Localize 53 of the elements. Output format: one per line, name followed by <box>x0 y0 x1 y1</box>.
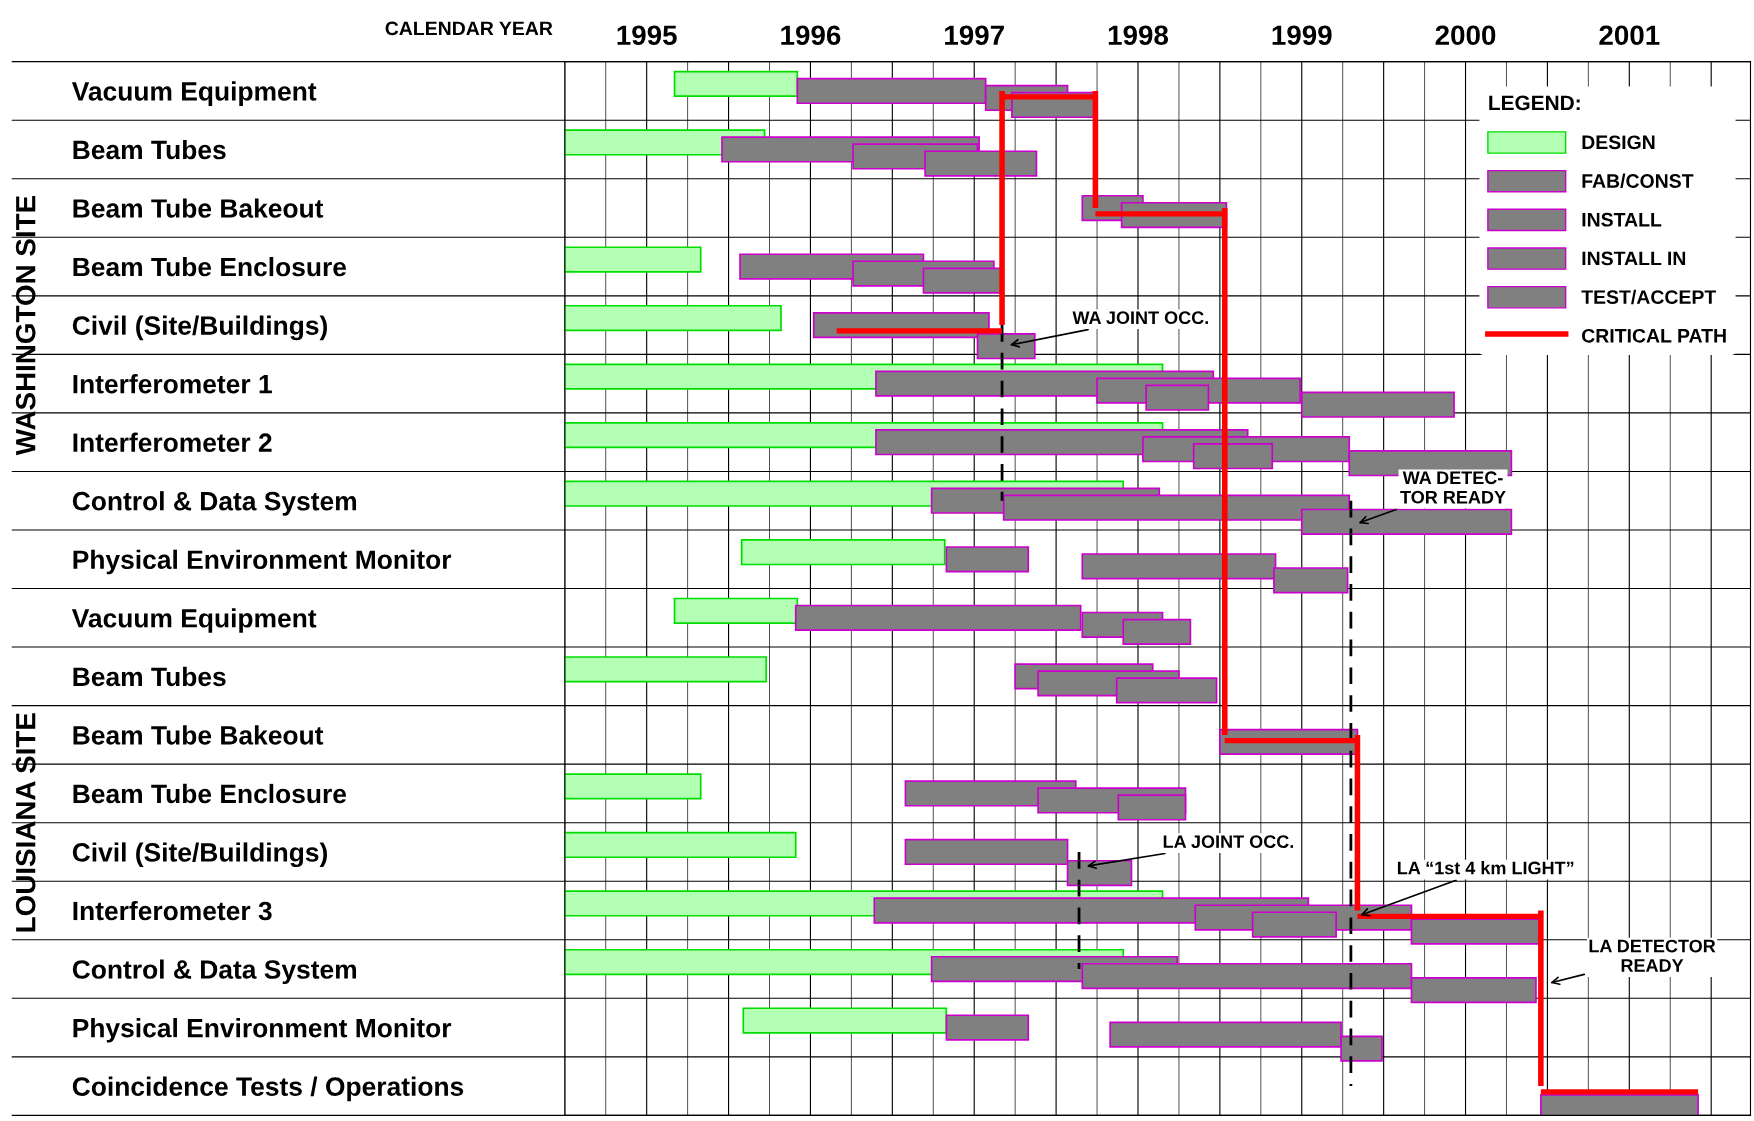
y-tick-label: Control & Data System <box>72 959 357 985</box>
y-tick-label: Coincidence Tests / Operations <box>72 1076 464 1102</box>
legend-label: CRITICAL PATH <box>1582 328 1726 343</box>
x-tick-label: 2001 <box>1599 25 1660 46</box>
legend-label: TEST/ACCEPT <box>1581 289 1717 305</box>
legend-title: LEGEND: <box>1489 95 1580 111</box>
bar <box>564 831 797 859</box>
x-tick-label: 1997 <box>945 25 1004 46</box>
x-tick-label: 1995 <box>617 25 677 46</box>
annotation: WA JOINT OCC. <box>1072 311 1208 325</box>
bar <box>945 546 1030 573</box>
bar <box>836 328 1003 334</box>
legend-label: DESIGN <box>1582 135 1655 150</box>
y-tick-label: Beam Tubes <box>73 666 226 687</box>
y-tick-label: Beam Tube Enclosure <box>73 783 347 804</box>
y-tick-label: Beam Tube Bakeout <box>73 725 324 745</box>
text: WASHINGTON SITE <box>15 196 36 456</box>
x-tick-label: 2000 <box>1435 25 1496 46</box>
x-tick-label: 1996 <box>781 25 841 46</box>
y-tick-label: Civil (Site/Buildings) <box>72 315 327 341</box>
y-tick-label: Beam Tubes <box>73 139 226 160</box>
bar <box>564 656 768 683</box>
x-tick-label: 1999 <box>1272 25 1332 46</box>
annotation: WA DETEC- TOR READY <box>1400 471 1506 504</box>
y-tick-label: Physical Environment Monitor <box>73 1018 452 1043</box>
y-tick-label: Beam Tube Bakeout <box>73 198 324 218</box>
y-tick-label: Interferometer 1 <box>73 374 272 394</box>
bar <box>742 1007 948 1034</box>
bar <box>673 597 799 624</box>
legend-label: FAB/CONST <box>1582 173 1694 189</box>
bar <box>1540 1089 1699 1095</box>
annotation: LA DETECTOR READY <box>1589 939 1716 972</box>
y-tick-label: Vacuum Equipment <box>71 81 317 106</box>
bar <box>673 70 799 98</box>
y-tick-label: Interferometer 2 <box>73 432 272 452</box>
text: LOUISIANA SITE <box>15 713 36 932</box>
y-tick-label: Civil (Site/Buildings) <box>72 842 327 868</box>
annotation: LA “1st 4 km LIGHT” <box>1397 861 1574 875</box>
y-tick-label: Physical Environment Monitor <box>73 549 452 575</box>
y-tick-label: Control & Data System <box>72 491 357 516</box>
x-tick-label: 1998 <box>1108 25 1169 46</box>
legend-label: INSTALL IN <box>1582 251 1686 266</box>
legend-label: INSTALL <box>1582 212 1662 227</box>
y-tick-label: Vacuum Equipment <box>71 608 317 633</box>
annotation: LA JOINT OCC. <box>1163 835 1294 849</box>
bar <box>740 539 946 566</box>
bar <box>564 304 782 332</box>
bar <box>564 246 702 273</box>
bar <box>945 1014 1030 1041</box>
y-tick-label: Beam Tube Enclosure <box>73 256 347 277</box>
y-tick-label: Interferometer 3 <box>73 900 272 921</box>
x-axis-title: CALENDAR YEAR <box>385 21 553 36</box>
bar <box>564 773 702 800</box>
